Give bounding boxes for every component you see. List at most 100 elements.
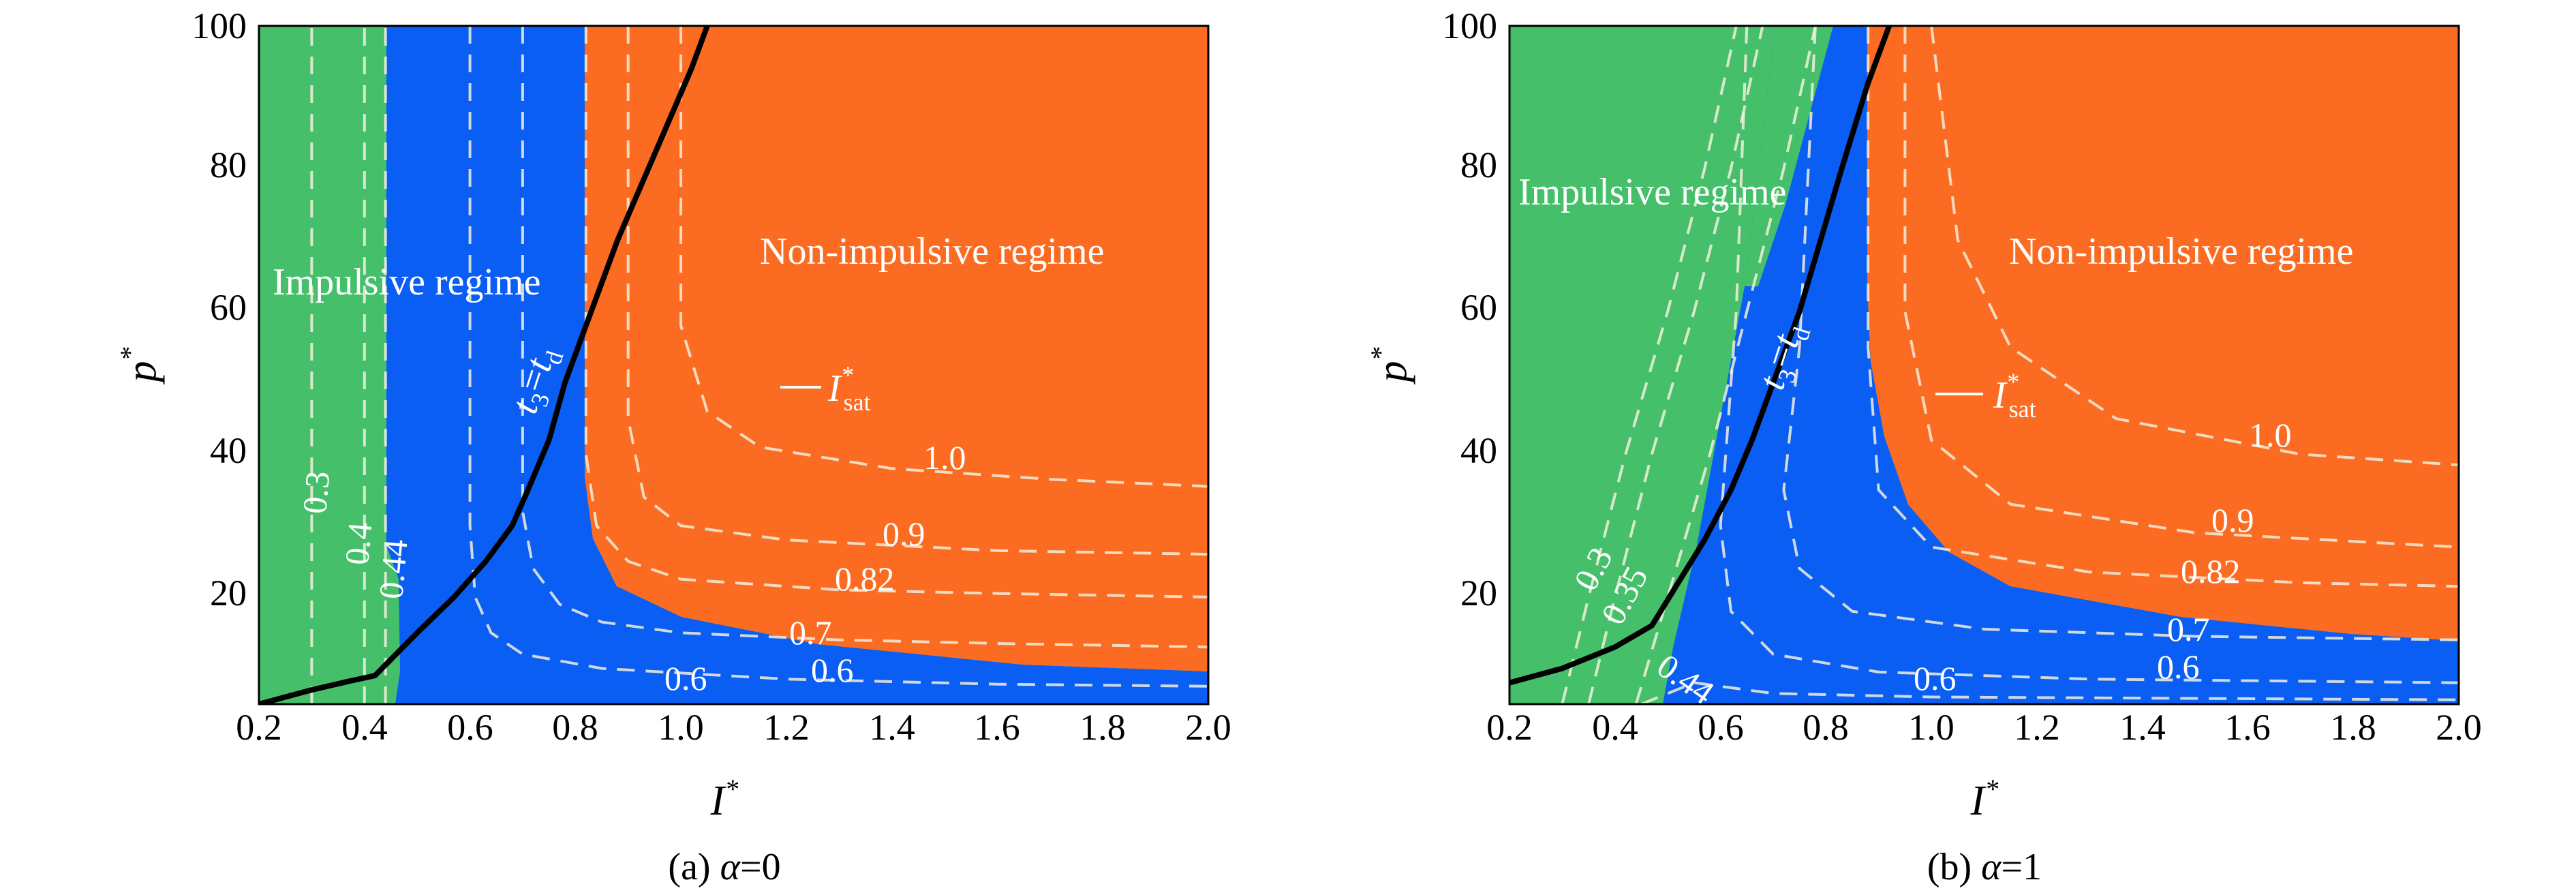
contour-label: 0.6: [2157, 648, 2200, 686]
x-tick-label: 1.6: [2224, 707, 2271, 748]
y-tick-label: 80: [210, 145, 247, 185]
x-tick-label: 0.8: [1803, 707, 1849, 748]
contour-label: 0.7: [2167, 610, 2210, 648]
x-tick-label: 0.4: [1592, 707, 1638, 748]
contour-label: 0.4: [337, 521, 379, 566]
caption-b-symbol: α: [1981, 846, 2002, 888]
x-tick-label: 0.8: [552, 707, 598, 748]
y-tick-label: 20: [1460, 573, 1497, 613]
contour-label: 0.7: [789, 613, 832, 652]
plot-area-a: [258, 25, 1210, 706]
y-axis-title-text: p: [1369, 361, 1415, 385]
axis-title-superscript: *: [1984, 774, 1998, 804]
contour-line: [1587, 26, 1764, 704]
contour-lines-b: [1561, 26, 2459, 704]
saturation-label-text: I* sat: [827, 361, 871, 416]
caption-b-prefix: (b): [1927, 846, 1981, 888]
y-tick-label: 100: [1442, 5, 1497, 46]
plot-frame-b: [1508, 25, 2460, 706]
saturation-label-text: I* sat: [1993, 368, 2036, 423]
y-tick-label: 40: [1460, 430, 1497, 471]
contour-line: [626, 26, 1208, 556]
y-tick-label: 60: [1460, 287, 1497, 328]
axis-title-superscript: *: [724, 774, 738, 804]
contour-label: 0.9: [883, 515, 925, 553]
contour-line: [1719, 26, 2459, 684]
contour-line: [1930, 26, 2459, 467]
contour-label: 1.0: [923, 438, 966, 476]
contour-line: [1867, 26, 2459, 588]
saturation-label-b: I* sat: [1935, 368, 2036, 423]
caption-a-symbol: α: [720, 846, 741, 888]
x-axis-title-b: I*: [1970, 774, 1999, 824]
x-tick-label: 2.0: [1185, 707, 1231, 748]
sat-sub: sat: [2009, 395, 2036, 423]
contour-line: [679, 26, 1208, 488]
y-tick-label: 80: [1460, 145, 1497, 185]
y-tick-label: 20: [210, 573, 247, 613]
x-tick-label: 0.4: [341, 707, 388, 748]
x-tick-label: 1.2: [2014, 707, 2060, 748]
boundary-curve-line: [259, 26, 710, 704]
x-tick-label: 1.8: [2330, 707, 2376, 748]
orange-region: [1867, 26, 2459, 641]
contour-label: 0.82: [835, 560, 895, 598]
panel-a: 0.2 0.4 0.6 0.8 1.0 1.2 1.4 1.6 1.8 2.0 …: [114, 5, 1231, 888]
contour-label: 0.9: [2211, 501, 2254, 539]
x-tick-label: 1.2: [763, 707, 810, 748]
contour-label: 0.6: [1914, 659, 1957, 697]
boundary-curve-line: [1509, 26, 1892, 686]
blue-region: [386, 26, 1208, 704]
contour-labels-a: 0.3 0.4 0.44 0.6 0.6 0.7 0.82 0.9 1.0: [295, 438, 966, 697]
x-tick-label: 1.4: [869, 707, 915, 748]
y-tick-label: 100: [191, 5, 247, 46]
x-tick-label: 2.0: [2436, 707, 2482, 748]
contour-label: 1.0: [2249, 416, 2292, 454]
plot-frame-a: [258, 25, 1210, 706]
contour-line: [468, 26, 1208, 688]
sat-sub: sat: [844, 389, 871, 416]
contour-label: 0.82: [2181, 552, 2241, 590]
boundary-curve-b: [1509, 26, 1892, 686]
x-axis-title-a: I*: [710, 774, 739, 824]
non-impulsive-regime-label-a: Non-impulsive regime: [760, 230, 1104, 273]
caption-a-suffix: =0: [740, 846, 781, 888]
impulsive-regime-label-a: Impulsive regime: [273, 261, 540, 303]
caption-b-suffix: =1: [2002, 846, 2042, 888]
y-tick-label: 60: [210, 287, 247, 328]
x-axis-a: 0.2 0.4 0.6 0.8 1.0 1.2 1.4 1.6 1.8 2.0: [236, 707, 1231, 748]
sat-sup: *: [841, 361, 853, 389]
y-axis-title-text: p: [119, 361, 165, 385]
caption-b: (b) α=1: [1927, 846, 2042, 888]
orange-region: [585, 26, 1208, 671]
contour-label: 0.44: [371, 538, 414, 601]
y-axis-title-b: p*: [1365, 348, 1415, 385]
y-axis-title-a: p*: [114, 348, 165, 385]
x-axis-b: 0.2 0.4 0.6 0.8 1.0 1.2 1.4 1.6 1.8 2.0: [1486, 707, 2482, 748]
contour-label: 0.6: [664, 659, 707, 697]
contour-line: [521, 26, 1208, 649]
x-axis-title-text: I: [710, 778, 727, 824]
plot-area-b: [1508, 25, 2460, 706]
non-impulsive-regime-label-b: Non-impulsive regime: [2009, 230, 2353, 273]
contour-label: 0.6: [811, 651, 854, 689]
axis-title-superscript: *: [114, 348, 145, 361]
saturation-label-a: I* sat: [780, 361, 871, 416]
contour-line: [1782, 26, 2459, 641]
x-tick-label: 0.2: [1486, 707, 1533, 748]
impulsive-regime-label-b: Impulsive regime: [1518, 171, 1786, 213]
contour-line: [1634, 26, 1817, 704]
y-axis-a: 20 40 60 80 100: [191, 5, 247, 613]
boundary-curve-a: [259, 26, 710, 704]
x-axis-title-text: I: [1970, 778, 1987, 824]
sat-base: I: [827, 367, 842, 410]
x-tick-label: 1.0: [658, 707, 704, 748]
contour-lines-a: [310, 26, 1208, 704]
blue-region: [1663, 26, 2459, 704]
sat-sup: *: [2006, 368, 2019, 395]
caption-a-prefix: (a): [668, 846, 720, 888]
y-tick-label: 40: [210, 430, 247, 471]
panel-b: 0.2 0.4 0.6 0.8 1.0 1.2 1.4 1.6 1.8 2.0 …: [1365, 5, 2482, 888]
x-tick-label: 1.0: [1908, 707, 1954, 748]
